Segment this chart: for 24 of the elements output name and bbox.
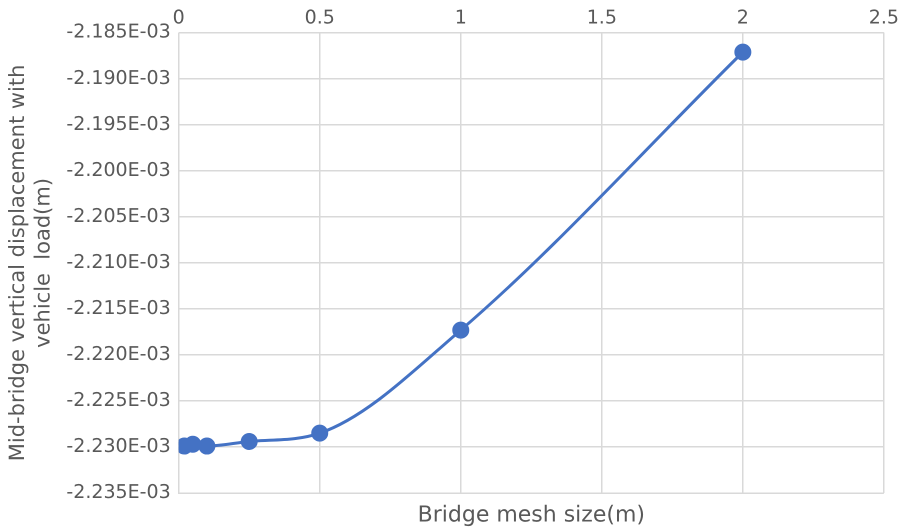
y-tick-label: -2.195E-03 [66,112,171,135]
point [240,432,258,450]
point [452,322,470,339]
x-tick-label: 0 [172,6,185,28]
x-tick-label: 2 [736,6,749,28]
x-tick-label: 1.5 [586,6,617,28]
y-tick-label: -2.220E-03 [66,342,171,365]
point [311,424,328,442]
y-tick-label: -2.200E-03 [66,158,171,181]
y-axis-title: Mid-bridge vertical displacement with vehicle load(m) [5,64,54,462]
x-tick-label: 0.5 [304,6,335,28]
y-tick-label: -2.185E-03 [66,20,171,43]
y-tick-label: -2.230E-03 [66,434,171,457]
y-tick-label: -2.235E-03 [66,480,171,503]
y-tick-label: -2.225E-03 [66,388,171,411]
x-tick-label: 1 [454,6,467,28]
point [734,44,752,61]
point [198,438,216,455]
y-tick-label: -2.190E-03 [66,66,171,89]
x-tick-label: 2.5 [868,6,899,28]
y-tick-label: -2.210E-03 [66,250,171,273]
y-tick-label: -2.215E-03 [66,296,171,319]
y-tick-label: -2.205E-03 [66,204,171,227]
x-axis-title: Bridge mesh size(m) [418,502,645,528]
